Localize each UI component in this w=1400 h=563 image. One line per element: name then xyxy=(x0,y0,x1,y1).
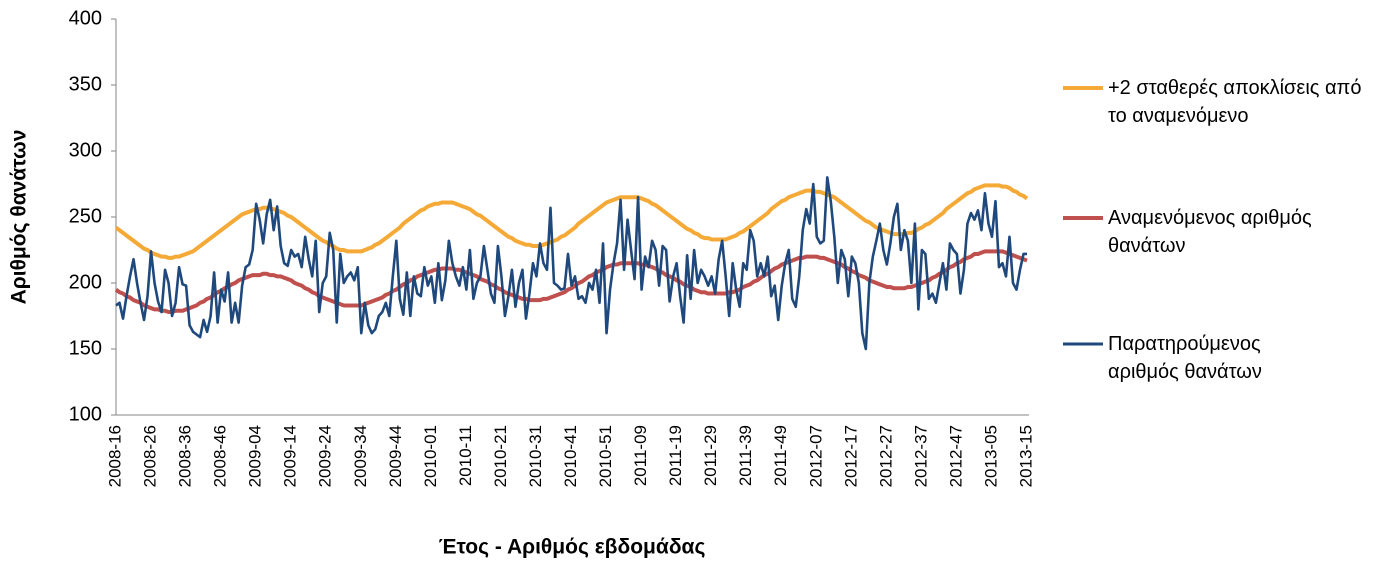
x-tick-label: 2008-46 xyxy=(211,425,230,487)
x-tick-label: 2011-29 xyxy=(701,425,720,486)
series-line xyxy=(114,249,1028,315)
x-tick-label: 2011-39 xyxy=(736,425,755,486)
x-tick-label: 2012-17 xyxy=(841,425,860,487)
x-tick-label: 2012-27 xyxy=(876,425,895,487)
x-tick-label: 2008-16 xyxy=(105,425,124,487)
series-line xyxy=(115,176,1027,351)
x-tick-label: 2009-14 xyxy=(281,425,300,487)
y-tick-label: 150 xyxy=(69,337,102,359)
y-tick-label: 400 xyxy=(69,7,102,29)
x-tick-label: 2010-31 xyxy=(526,425,545,487)
y-tick-label: 100 xyxy=(69,403,102,425)
x-tick-label: 2013-05 xyxy=(981,425,1000,487)
x-tick-label: 2011-49 xyxy=(771,425,790,486)
x-tick-label: 2011-19 xyxy=(666,425,685,486)
legend-label: +2 σταθερές αποκλίσεις από το αναμενόμεν… xyxy=(1108,77,1362,127)
y-tick-label: 300 xyxy=(69,139,102,161)
x-tick-label: 2010-41 xyxy=(561,425,580,487)
x-tick-label: 2011-09 xyxy=(631,425,650,486)
x-tick-label: 2008-36 xyxy=(176,425,195,487)
x-tick-label: 2010-51 xyxy=(596,425,615,487)
x-tick-label: 2009-34 xyxy=(351,425,370,487)
y-axis-title: Αριθμός θανάτων xyxy=(8,130,31,305)
x-tick-label: 2009-44 xyxy=(386,425,405,487)
x-axis-title: Έτος - Αριθμός εβδομάδας xyxy=(439,536,706,559)
x-tick-label: 2012-47 xyxy=(946,425,965,487)
x-tick-label: 2010-11 xyxy=(456,425,475,486)
y-tick-label: 200 xyxy=(69,271,102,293)
x-tick-label: 2009-24 xyxy=(316,425,335,487)
x-tick-label: 2010-01 xyxy=(421,425,440,487)
x-tick-label: 2013-15 xyxy=(1016,425,1035,487)
legend-label: Αναμενόμενος αριθμός θανάτων xyxy=(1108,207,1312,257)
x-tick-label: 2012-37 xyxy=(911,425,930,487)
y-tick-label: 250 xyxy=(69,205,102,227)
y-tick-label: 350 xyxy=(69,73,102,95)
x-tick-label: 2009-04 xyxy=(246,425,265,487)
x-tick-label: 2012-07 xyxy=(806,425,825,487)
x-tick-label: 2008-26 xyxy=(141,425,160,487)
legend-label: Παρατηρούμενος αριθμός θανάτων xyxy=(1108,333,1262,383)
x-tick-label: 2010-21 xyxy=(491,425,510,487)
